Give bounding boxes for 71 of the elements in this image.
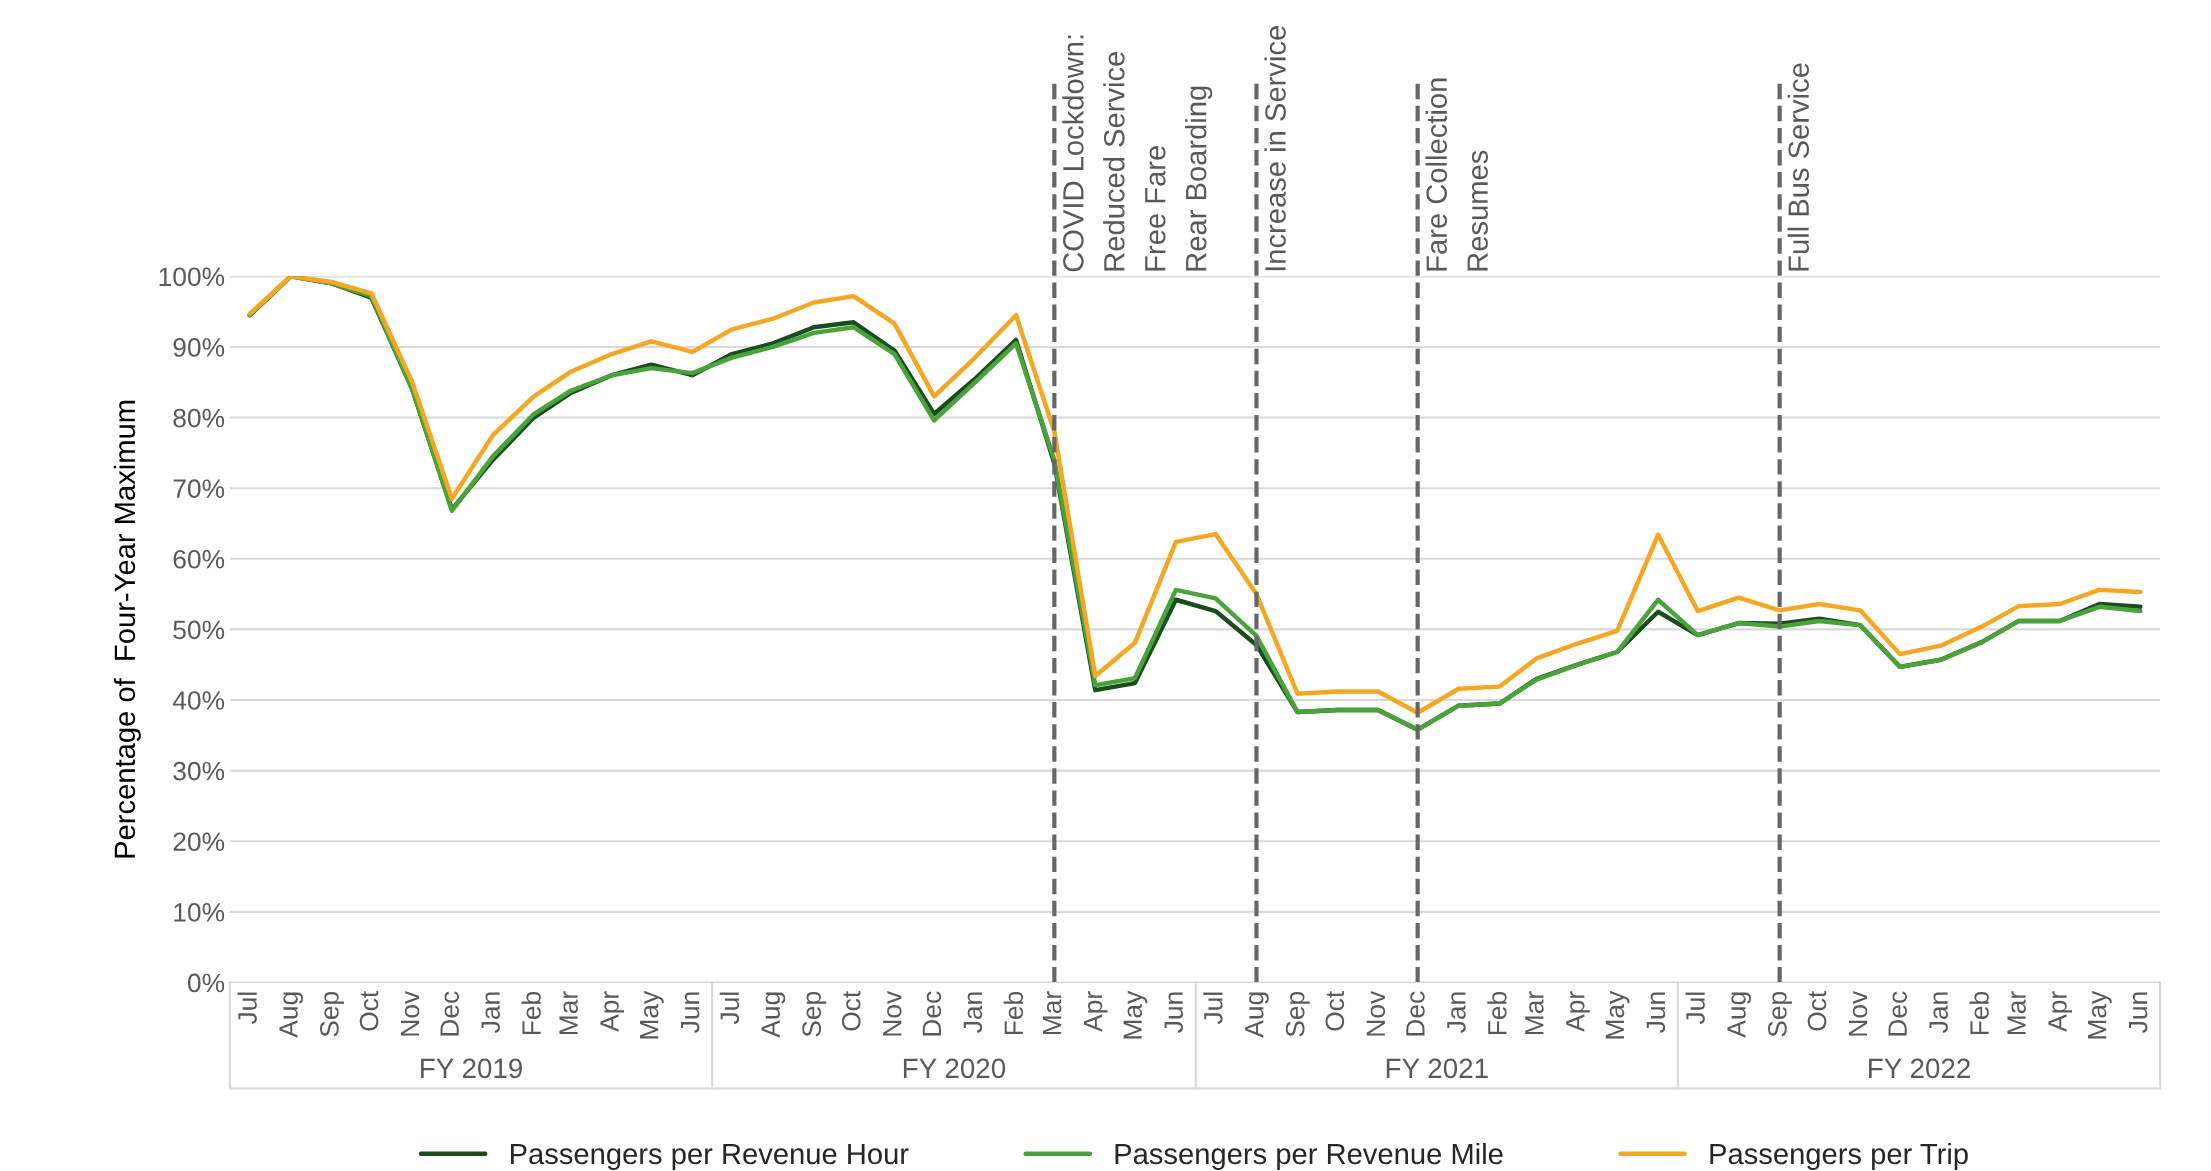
x-tick-label: Jun [681, 992, 700, 1033]
x-tick-label: Nov [1366, 990, 1386, 1036]
legend-label: Passengers per Trip [1710, 1142, 1968, 1171]
y-tick-label: 40% [172, 691, 225, 710]
x-tick-label: Aug [279, 992, 304, 1038]
x-tick-label: Sep [1768, 991, 1792, 1037]
x-tick-label: Aug [1727, 992, 1751, 1038]
x-tick-label: May [1605, 990, 1630, 1039]
x-tick-label: Mar [559, 991, 578, 1035]
y-tick-label: 10% [174, 902, 225, 922]
y-tick-label: 30% [173, 761, 225, 781]
x-tick-label: Jan [481, 992, 500, 1033]
x-tick-label: Sep [1285, 991, 1310, 1037]
y-axis-title: Percentage of Four-Year Maximum [113, 400, 141, 858]
x-tick-label: Jun [1164, 992, 1183, 1033]
x-tick-label: Sep [802, 991, 827, 1037]
x-tick-label: Jul [1203, 992, 1223, 1025]
x-tick-label: Nov [400, 990, 420, 1036]
x-tick-label: Dec [922, 991, 942, 1036]
x-tick-label: Jan [1447, 992, 1466, 1033]
x-tick-label: Feb [1487, 991, 1507, 1035]
y-tick-label: 0% [187, 973, 225, 993]
x-tick-label: Dec [440, 991, 459, 1036]
x-tick-label: Mar [1525, 991, 1544, 1035]
x-tick-label: Oct [1807, 991, 1827, 1031]
x-tick-label: Nov [1848, 990, 1868, 1036]
y-tick-label: 60% [173, 549, 225, 569]
x-tick-label: Jul [1685, 992, 1705, 1025]
x-tick-label: Jul [237, 992, 257, 1025]
x-tick-label: May [640, 990, 664, 1039]
text: FY 2022 [1869, 1058, 1970, 1079]
x-tick-label: May [2088, 990, 2112, 1039]
legend-label: Passengers per Revenue Hour [510, 1143, 909, 1171]
ref-line-label: Increase in Service [1264, 26, 1286, 271]
x-tick-label: May [1123, 990, 1148, 1039]
x-tick-label: Dec [1406, 991, 1425, 1036]
x-tick-label: Feb [1969, 991, 1989, 1035]
x-tick-label: Jun [1646, 992, 1666, 1033]
x-tick-label: Mar [2007, 991, 2026, 1035]
y-tick-label: 90% [173, 338, 225, 357]
x-tick-label: Aug [761, 992, 786, 1038]
x-tick-label: Aug [1245, 992, 1269, 1038]
x-tick-label: Feb [521, 991, 541, 1035]
text: FY 2020 [903, 1058, 1006, 1079]
x-tick-label: Apr [1083, 991, 1108, 1032]
ref-line-label: Fare Collection Resumes [1425, 78, 1488, 271]
x-tick-label: Jan [1929, 992, 1948, 1033]
x-tick-label: Oct [359, 991, 379, 1031]
x-tick-label: Dec [1888, 991, 1907, 1036]
x-tick-label: Apr [1566, 991, 1590, 1032]
text: FY 2019 [421, 1058, 522, 1079]
x-tick-label: Nov [883, 990, 902, 1036]
x-tick-label: Oct [1325, 991, 1345, 1031]
x-tick-label: Mar [1043, 991, 1062, 1035]
x-tick-label: Feb [1003, 991, 1024, 1035]
x-tick-label: Sep [320, 991, 344, 1037]
x-tick-label: Jun [2129, 992, 2148, 1033]
x-tick-label: Jul [719, 992, 740, 1025]
y-tick-label: 20% [173, 832, 225, 852]
ref-line-label: COVID Lockdown: Reduced Service Free Fare Rear Boarding [1062, 35, 1213, 272]
text: FY 2021 [1386, 1058, 1488, 1079]
y-tick-label: 50% [173, 620, 225, 640]
y-tick-label: 100% [159, 267, 225, 287]
x-tick-label: Apr [2048, 991, 2073, 1032]
legend-label: Passengers per Revenue Mile [1115, 1142, 1503, 1171]
x-tick-label: Apr [600, 991, 625, 1032]
x-tick-label: Jan [963, 992, 983, 1033]
x-tick-label: Oct [841, 991, 861, 1031]
y-tick-label: 80% [173, 408, 225, 428]
ref-line-label: Full Bus Service [1787, 63, 1810, 271]
y-tick-label: 70% [173, 479, 225, 499]
